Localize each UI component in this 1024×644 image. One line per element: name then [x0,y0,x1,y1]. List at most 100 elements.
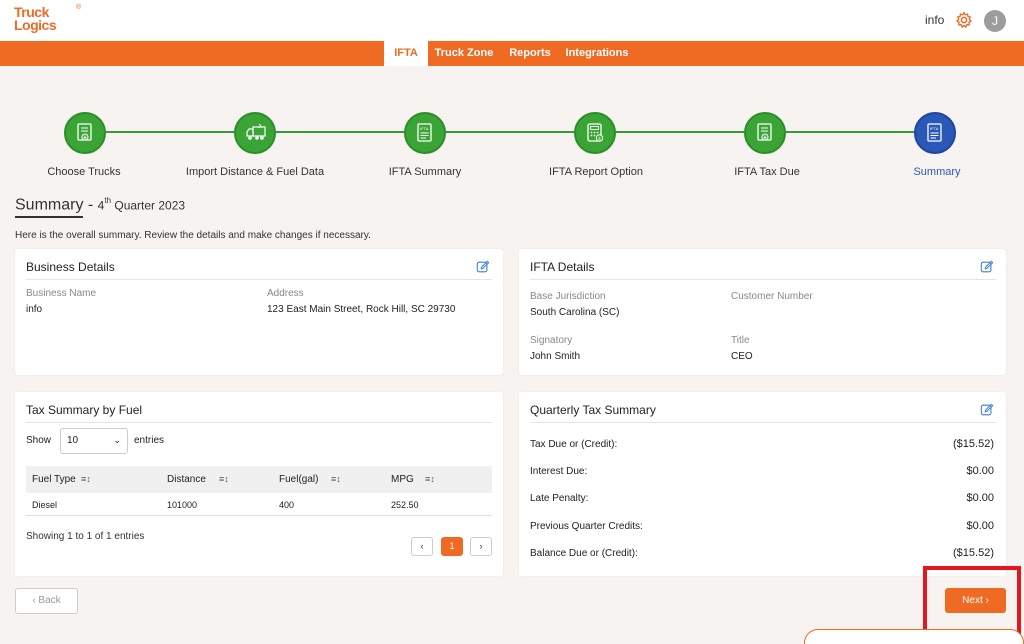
entries-label: entries [134,435,165,446]
balance-due-value: ($15.52) [953,547,994,559]
step-report-option[interactable]: $ [574,112,616,154]
step-label-choose-trucks: Choose Trucks [47,166,121,178]
title-underline [15,216,83,218]
divider [26,422,492,423]
edit-icon[interactable] [980,260,994,274]
column-header-fuel-type[interactable]: Fuel Type [32,474,76,485]
truck-icon [246,123,266,140]
quarter-number: 4 [97,198,105,213]
step-label-report-option: IFTA Report Option [549,166,643,178]
tax-summary-by-fuel-card: Tax Summary by Fuel Show 10 ⌄ entries Fu… [15,392,503,576]
signatory-label: Signatory [530,335,573,346]
base-jurisdiction-value: South Carolina (SC) [530,307,620,318]
divider [26,515,492,516]
page-size-select[interactable]: 10 ⌄ [60,428,128,454]
svg-text:$: $ [598,136,601,141]
divider [530,279,996,280]
step-tax-due[interactable] [744,112,786,154]
divider [26,279,492,280]
late-penalty-value: $0.00 [966,492,994,504]
step-choose-trucks[interactable] [64,112,106,154]
business-name-value: info [26,304,43,315]
next-button[interactable]: Next › [945,588,1006,613]
business-details-card: Business Details Business Name info Addr… [15,249,503,375]
edit-icon[interactable] [476,260,490,274]
truck-logics-logo[interactable]: Truck Logics ® [14,4,88,36]
column-header-mpg[interactable]: MPG [391,474,414,485]
table-cell-distance: 101000 [167,500,198,510]
nav-tab-integrations[interactable]: Integrations [565,47,629,59]
chat-widget[interactable] [804,629,1024,644]
chevron-down-icon: ⌄ [113,435,121,445]
table-cell-fuel-gal: 400 [279,500,295,510]
step-label-ifta-summary: IFTA Summary [388,166,462,178]
avatar[interactable]: J [984,10,1006,32]
document-download-icon [77,123,92,141]
step-summary[interactable]: IFTA [914,112,956,154]
sort-icon[interactable]: ≡↕ [425,474,435,484]
quarterly-tax-summary-heading: Quarterly Tax Summary [530,403,656,417]
main-nav: IFTA Truck Zone Reports Integrations [0,41,1024,66]
showing-entries-text: Showing 1 to 1 of 1 entries [26,531,145,542]
svg-text:IFTA: IFTA [420,126,429,131]
nav-tab-reports[interactable]: Reports [509,47,551,59]
logo-line-1: Truck [14,4,49,20]
step-label-summary: Summary [913,166,961,178]
document-download-icon [757,123,772,141]
pagination-next-button[interactable]: › [470,537,492,556]
show-label: Show [26,435,52,446]
base-jurisdiction-label: Base Jurisdiction [530,291,606,302]
calculator-icon: $ [587,123,604,142]
signatory-value: John Smith [530,351,581,362]
step-label-import-data: Import Distance & Fuel Data [185,166,325,178]
intro-text: Here is the overall summary. Review the … [15,230,371,241]
column-header-fuel-gal[interactable]: Fuel(gal) [279,474,319,485]
previous-quarter-credits-value: $0.00 [966,520,994,532]
nav-tab-truck-zone[interactable]: Truck Zone [434,47,494,59]
previous-quarter-credits-label: Previous Quarter Credits: [530,521,643,532]
top-bar: Truck Logics ® info J [0,0,1024,41]
step-connector [616,131,744,133]
interest-due-label: Interest Due: [530,466,588,477]
logo-registered-mark: ® [76,4,82,11]
svg-text:IFTA: IFTA [930,126,939,131]
table-header: Fuel Type ≡↕ Distance ≡↕ Fuel(gal) ≡↕ MP… [26,466,492,493]
balance-due-label: Balance Due or (Credit): [530,548,638,559]
nav-tab-ifta[interactable]: IFTA [384,41,428,66]
ifta-details-heading: IFTA Details [530,260,595,274]
ifta-document-icon: IFTA [927,123,942,142]
sort-icon[interactable]: ≡↕ [219,474,229,484]
quarter-label: Quarter 2023 [111,198,186,213]
quarterly-tax-summary-card: Quarterly Tax Summary Tax Due or (Credit… [519,392,1006,576]
gear-icon[interactable] [955,11,973,29]
title-value: CEO [731,351,753,362]
ifta-document-icon: IFTA [417,123,432,142]
divider [530,422,996,423]
title-label: Title [731,335,750,346]
step-ifta-summary[interactable]: IFTA [404,112,446,154]
late-penalty-label: Late Penalty: [530,493,589,504]
address-value: 123 East Main Street, Rock Hill, SC 2973… [267,304,456,315]
step-connector [276,131,404,133]
sort-icon[interactable]: ≡↕ [81,474,91,484]
business-details-heading: Business Details [26,260,115,274]
page-title: Summary - 4th Quarter 2023 [15,196,185,214]
page-title-prefix: Summary - [15,196,98,214]
interest-due-value: $0.00 [966,465,994,477]
quarter-suffix: th [104,196,112,205]
pagination-previous-button[interactable]: ‹ [411,537,433,556]
table-cell-fuel-type: Diesel [32,500,58,510]
edit-icon[interactable] [980,403,994,417]
column-header-distance[interactable]: Distance [167,474,206,485]
sort-icon[interactable]: ≡↕ [331,474,341,484]
step-import-data[interactable] [234,112,276,154]
pagination-page-1-button[interactable]: 1 [441,537,463,556]
ifta-details-card: IFTA Details Base Jurisdiction South Car… [519,249,1006,375]
tax-summary-by-fuel-heading: Tax Summary by Fuel [26,403,143,417]
tax-due-value: ($15.52) [953,438,994,450]
user-name[interactable]: info [925,13,945,27]
back-button[interactable]: ‹ Back [15,588,78,614]
progress-stepper: IFTA $ IFTA [0,108,1024,183]
step-connector [786,131,914,133]
business-name-label: Business Name [26,288,97,299]
